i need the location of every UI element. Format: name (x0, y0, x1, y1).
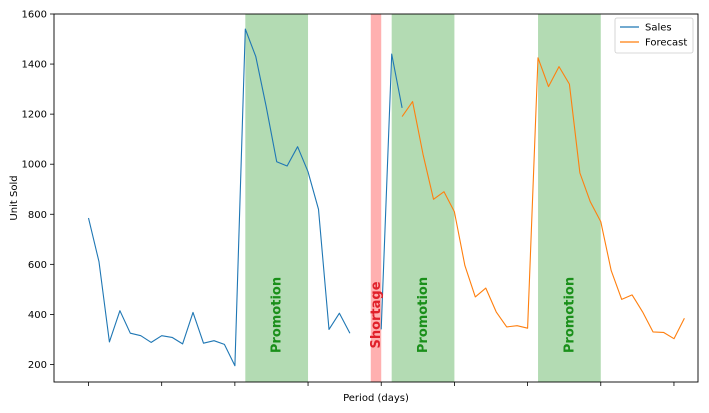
y-tick-label: 200 (28, 360, 47, 371)
y-tick-label: 1400 (22, 60, 47, 71)
series-layer (87, 28, 685, 367)
legend: Sales Forecast (614, 17, 694, 54)
y-tick-label: 400 (28, 310, 47, 321)
promotion-band (538, 14, 601, 382)
sales-series-line (87, 28, 351, 367)
plot-frame (53, 13, 699, 383)
y-axis: 200 400 600 800 1000 1200 1400 1600 (22, 10, 54, 371)
legend-forecast-label: Forecast (645, 38, 687, 49)
promotion-band (391, 14, 455, 382)
y-tick-label: 1600 (22, 10, 47, 21)
promotion-band (245, 14, 309, 382)
shortage-band (370, 14, 382, 382)
promotion-label: Promotion (416, 277, 431, 353)
shortage-label: Shortage (369, 281, 384, 348)
legend-sales-label: Sales (645, 23, 672, 34)
y-tick-label: 800 (28, 210, 47, 221)
sales-series-line (380, 53, 403, 330)
band-labels-layer: Promotion Shortage Promotion Promotion (270, 277, 578, 353)
promotion-label: Promotion (270, 277, 285, 353)
x-axis (88, 382, 675, 386)
y-axis-label: Unit Sold (9, 175, 20, 220)
promotion-label: Promotion (562, 277, 577, 353)
bands-layer (245, 14, 601, 382)
x-axis-label: Period (days) (343, 393, 409, 404)
y-tick-label: 600 (28, 260, 47, 271)
forecast-series-line (401, 57, 685, 340)
y-tick-label: 1200 (22, 110, 47, 121)
y-tick-label: 1000 (22, 160, 47, 171)
